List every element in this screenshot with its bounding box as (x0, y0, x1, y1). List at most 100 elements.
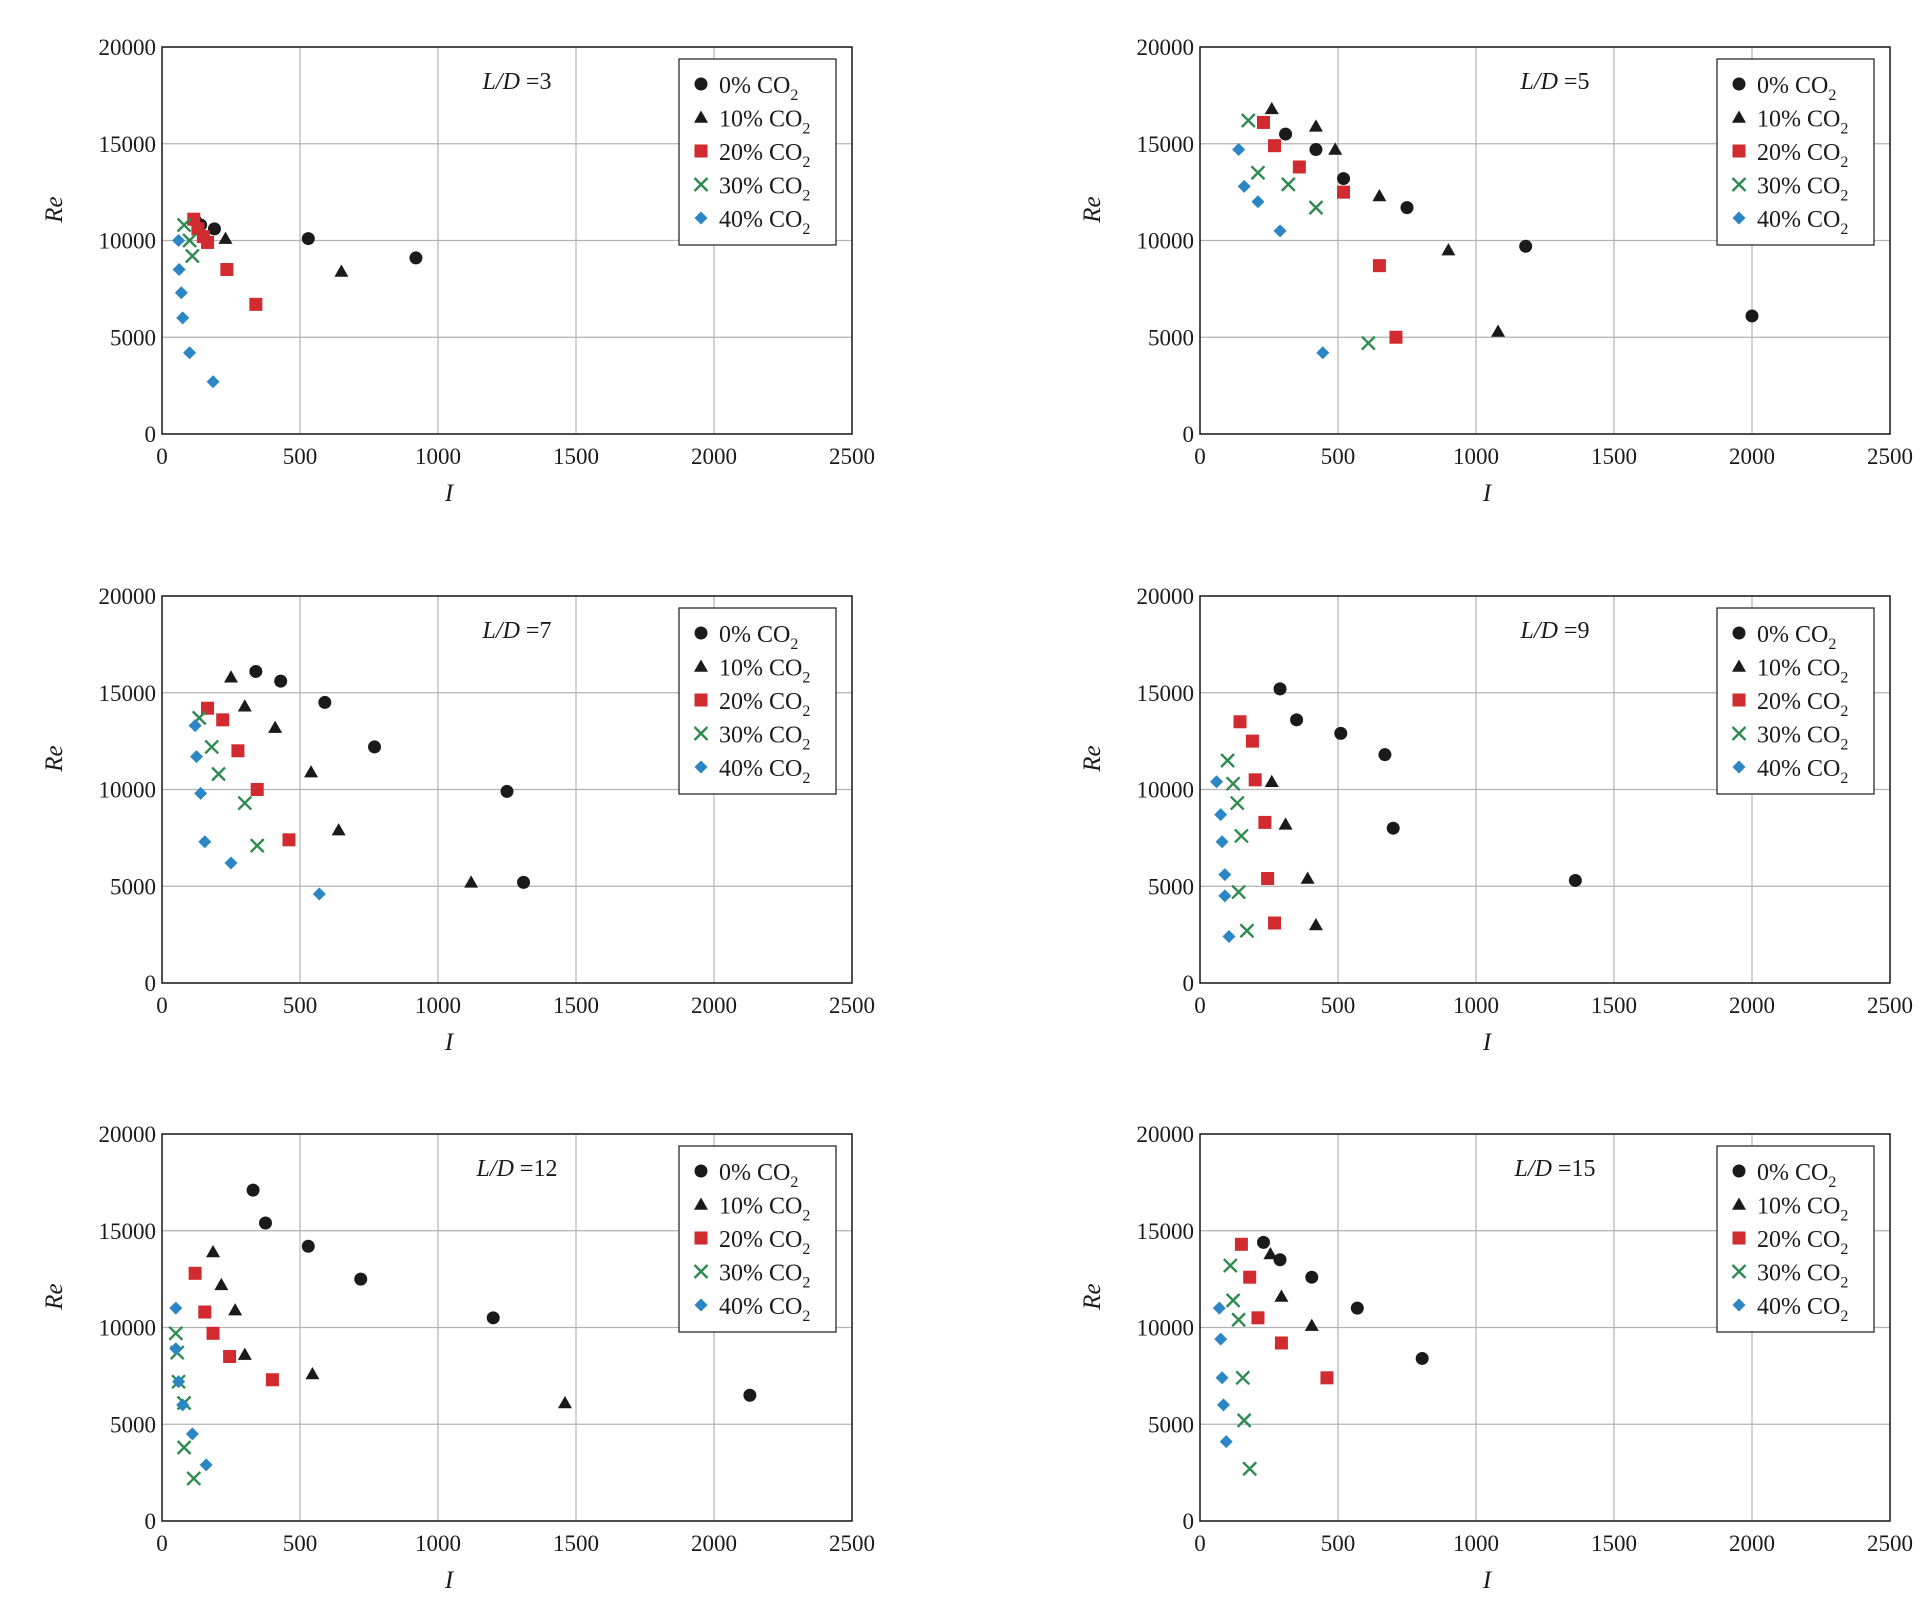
y-tick-label: 15000 (1137, 132, 1195, 157)
legend-marker-diamond (694, 1298, 708, 1312)
x-tick-label: 0 (156, 993, 168, 1018)
ld-annotation: L/D =3 (482, 69, 552, 95)
legend-label: 0% CO2 (1757, 73, 1836, 104)
legend-label: 30% CO2 (719, 174, 810, 205)
data-point-triangle (331, 823, 346, 836)
data-point-x (1240, 113, 1256, 128)
data-point-circle (1305, 1270, 1319, 1284)
data-point-diamond (176, 311, 190, 325)
data-point-x (176, 217, 192, 233)
chart-panel: 0 500 1000 1500 2000 2500 0 5000 10000 15000 20000… (1079, 1122, 1913, 1594)
data-point-x (204, 739, 220, 755)
legend-label: 0% CO2 (719, 622, 798, 653)
legend-marker-square (694, 144, 708, 158)
y-tick-label: 20000 (99, 584, 157, 609)
y-tick-label: 20000 (1137, 1122, 1195, 1147)
legend-label: 40% CO2 (719, 756, 810, 787)
data-point-x (211, 766, 226, 782)
data-point-square (250, 783, 264, 796)
y-tick-label: 0 (145, 1509, 157, 1534)
x-tick-label: 2500 (829, 444, 875, 469)
data-point-diamond (1232, 143, 1246, 157)
legend-label: 10% CO2 (719, 656, 810, 687)
data-point-square (1251, 1311, 1265, 1325)
legend-label: 20% CO2 (1757, 1227, 1848, 1258)
ld-annotation: L/D =5 (1520, 69, 1590, 95)
legend-marker-triangle (694, 110, 708, 123)
legend-marker-square (1732, 693, 1746, 707)
y-tick-label: 10000 (1137, 778, 1195, 803)
series (1212, 1301, 1233, 1449)
data-point-diamond (224, 856, 238, 870)
data-point-diamond (194, 786, 208, 800)
data-point-circle (1337, 172, 1351, 186)
data-point-diamond (199, 1458, 213, 1472)
legend-label: 10% CO2 (719, 1194, 810, 1225)
legend-label: 40% CO2 (1757, 207, 1848, 238)
legend-label: 30% CO2 (719, 1261, 810, 1292)
x-tick-label: 500 (1321, 993, 1356, 1018)
data-point-diamond (1251, 195, 1265, 209)
data-point-triangle (1300, 871, 1315, 884)
data-point-triangle (334, 264, 349, 277)
x-tick-label: 0 (156, 1531, 168, 1556)
data-point-x (1225, 1293, 1241, 1308)
y-tick-label: 20000 (1137, 584, 1195, 609)
data-point-circle (1519, 239, 1533, 253)
data-point-x (186, 1471, 202, 1486)
x-axis-label: I (1482, 1567, 1493, 1594)
data-point-square (216, 713, 230, 727)
x-tick-label: 500 (283, 1531, 318, 1556)
data-point-diamond (1273, 224, 1287, 238)
series (1234, 1237, 1334, 1385)
data-point-triangle (1264, 774, 1279, 788)
series (206, 1245, 572, 1409)
data-point-circle (318, 695, 332, 709)
y-tick-label: 5000 (110, 325, 156, 350)
x-tick-label: 1500 (1591, 993, 1637, 1018)
data-point-x (1225, 776, 1241, 792)
data-point-square (206, 1326, 220, 1340)
x-tick-label: 1500 (553, 993, 599, 1018)
series (188, 719, 326, 901)
data-point-x (1308, 200, 1324, 215)
x-tick-label: 1000 (1453, 444, 1499, 469)
series (1263, 1246, 1319, 1331)
data-point-x (176, 1440, 192, 1455)
data-point-circle (743, 1388, 757, 1402)
y-tick-label: 15000 (1137, 1219, 1195, 1244)
data-point-circle (1279, 127, 1293, 141)
x-tick-label: 1000 (1453, 993, 1499, 1018)
x-tick-label: 2500 (829, 993, 875, 1018)
x-tick-label: 500 (283, 444, 318, 469)
data-point-circle (354, 1272, 368, 1286)
y-tick-label: 0 (1183, 422, 1195, 447)
legend-label: 20% CO2 (719, 140, 810, 171)
series (169, 1301, 213, 1472)
data-point-x (168, 1325, 184, 1341)
data-point-circle (1415, 1351, 1429, 1365)
data-point-circle (259, 1216, 272, 1230)
series (224, 670, 479, 888)
plot-frame (1199, 595, 1891, 984)
data-point-square (1372, 259, 1386, 273)
x-tick-label: 2500 (829, 1531, 875, 1556)
x-tick-label: 0 (1194, 993, 1206, 1018)
data-point-circle (368, 740, 382, 754)
data-point-square (1243, 1270, 1257, 1284)
data-point-diamond (172, 263, 186, 277)
y-axis-label: Re (41, 745, 68, 772)
chart-panel: 0 500 1000 1500 2000 2500 0 5000 10000 15000 20000… (41, 35, 875, 507)
chart-panel: 0 500 1000 1500 2000 2500 0 5000 10000 15000 20000… (1079, 584, 1913, 1056)
data-point-square (1337, 185, 1351, 199)
data-point-diamond (1214, 1332, 1228, 1346)
x-tick-label: 0 (1194, 444, 1206, 469)
data-point-circle (500, 784, 514, 798)
x-tick-label: 500 (1321, 444, 1356, 469)
data-point-x (1361, 335, 1376, 351)
legend-label: 0% CO2 (1757, 622, 1836, 653)
data-point-triangle (1372, 188, 1387, 202)
series (1256, 1235, 1429, 1365)
data-point-triangle (1328, 142, 1343, 155)
